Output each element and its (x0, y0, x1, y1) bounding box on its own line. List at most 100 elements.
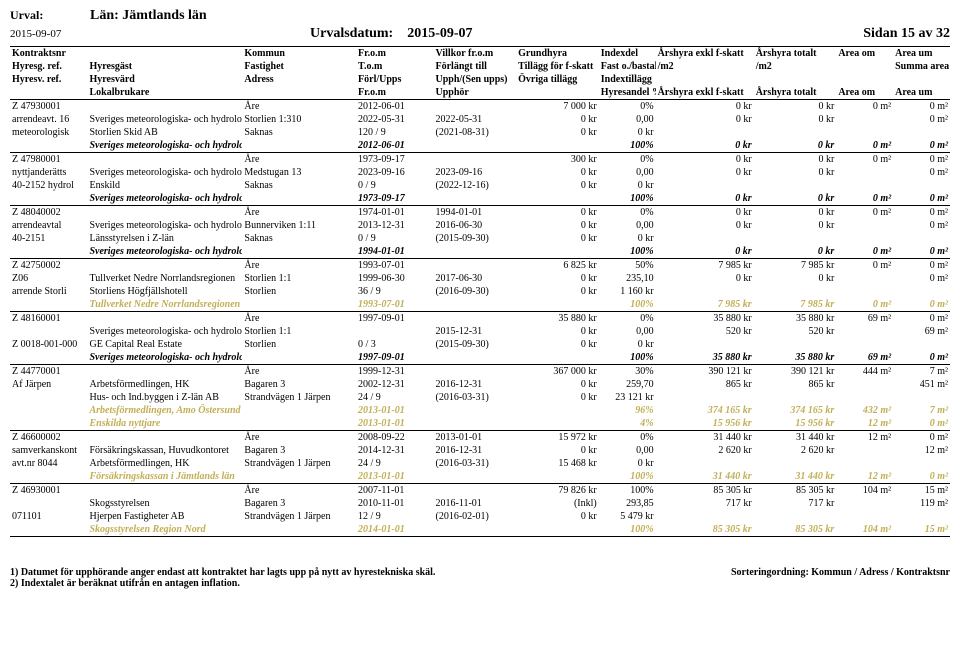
cell: 1993-07-01 (356, 259, 433, 273)
cell: 0% (599, 312, 656, 326)
cell: 0 kr (656, 206, 754, 220)
cell (242, 139, 356, 153)
cell: 2016-12-31 (434, 378, 517, 391)
cell: 0 kr (754, 219, 837, 232)
cell: 100% (599, 484, 656, 498)
cell (754, 391, 837, 404)
cell (10, 325, 87, 338)
cell: 444 m² (836, 365, 893, 379)
cell: Indextillägg (599, 73, 656, 86)
cell: Bunnerviken 1:11 (242, 219, 356, 232)
cell (754, 179, 837, 192)
cell: Area om (836, 86, 893, 100)
cell: Fast o./bastal (599, 60, 656, 73)
cell (516, 139, 599, 153)
cell: 31 440 kr (656, 431, 754, 445)
cell (656, 179, 754, 192)
footer-line2: 2) Indextalet är beräknat utifrån en ant… (10, 578, 950, 589)
date-left: 2015-09-07 (10, 28, 310, 40)
cell: (2015-09-30) (434, 338, 517, 351)
cell: Area om (836, 47, 893, 61)
cell: Storlien 1:310 (242, 113, 356, 126)
cell: Åre (242, 206, 356, 220)
cell: 119 m² (893, 497, 950, 510)
cell (242, 245, 356, 259)
cell (836, 219, 893, 232)
cell (836, 113, 893, 126)
cell: Tullverket Nedre Norrlandsregionen (87, 272, 242, 285)
cell: 85 305 kr (656, 484, 754, 498)
cell: Saknas (242, 232, 356, 245)
cell: Storlien 1:1 (242, 272, 356, 285)
cell (10, 497, 87, 510)
cell: 235,10 (599, 272, 656, 285)
cell: 24 / 9 (356, 457, 433, 470)
cell: 100% (599, 470, 656, 484)
cell: Af Järpen (10, 378, 87, 391)
cell: Bagaren 3 (242, 444, 356, 457)
cell: Åre (242, 153, 356, 167)
cell: 0% (599, 206, 656, 220)
cell (754, 73, 837, 86)
cell: 7 m² (893, 404, 950, 417)
cell: Kontraktsnr (10, 47, 87, 61)
cell: 1997-09-01 (356, 351, 433, 365)
cell: 0 kr (516, 126, 599, 139)
cell: 0 kr (516, 338, 599, 351)
cell: Strandvägen 1 Järpen (242, 457, 356, 470)
cell (893, 338, 950, 351)
cell: Skogsstyrelsen (87, 497, 242, 510)
cell (836, 510, 893, 523)
cell (10, 404, 87, 417)
cell: 0 m² (836, 259, 893, 273)
cell: Förlängt till (434, 60, 517, 73)
cell: 2008-09-22 (356, 431, 433, 445)
cell: 0 kr (516, 206, 599, 220)
cell (242, 86, 356, 100)
cell: 120 / 9 (356, 126, 433, 139)
cell (754, 285, 837, 298)
cell: 35 880 kr (754, 351, 837, 365)
cell (836, 444, 893, 457)
cell: 2023-09-16 (434, 166, 517, 179)
cell: 374 165 kr (754, 404, 837, 417)
cell (516, 404, 599, 417)
cell: Z 42750002 (10, 259, 87, 273)
cell: 2014-01-01 (356, 523, 433, 537)
cell (434, 470, 517, 484)
cell: Övriga tillägg (516, 73, 599, 86)
cell: 0 m² (893, 470, 950, 484)
cell: 85 305 kr (754, 523, 837, 537)
cell: 0 kr (516, 325, 599, 338)
cell: 1994-01-01 (356, 245, 433, 259)
cell (836, 391, 893, 404)
page-number: Sidan 15 av 32 (863, 26, 950, 42)
cell (836, 60, 893, 73)
cell: 0 m² (893, 298, 950, 312)
cell: Strandvägen 1 Järpen (242, 391, 356, 404)
cell: 2013-01-01 (434, 431, 517, 445)
cell: 0 m² (893, 192, 950, 206)
cell: 865 kr (754, 378, 837, 391)
cell: 7 985 kr (754, 298, 837, 312)
cell: Storlien (242, 285, 356, 298)
cell: Z 48160001 (10, 312, 87, 326)
cell: Z06 (10, 272, 87, 285)
cell: 2015-12-31 (434, 325, 517, 338)
cell: 0 m² (893, 245, 950, 259)
cell: Tillägg för f-skatt (516, 60, 599, 73)
cell: Lokalbrukare (87, 86, 242, 100)
cell (836, 285, 893, 298)
cell (434, 139, 517, 153)
cell: 0 kr (656, 153, 754, 167)
cell (836, 378, 893, 391)
cell: 0 kr (656, 192, 754, 206)
cell: 85 305 kr (754, 484, 837, 498)
cell (836, 338, 893, 351)
cell: 390 121 kr (754, 365, 837, 379)
cell: 104 m² (836, 523, 893, 537)
cell (754, 338, 837, 351)
footer-sort: Sorteringordning: Kommun / Adress / Kont… (731, 567, 950, 578)
cell (434, 100, 517, 114)
cell: 0 / 9 (356, 232, 433, 245)
